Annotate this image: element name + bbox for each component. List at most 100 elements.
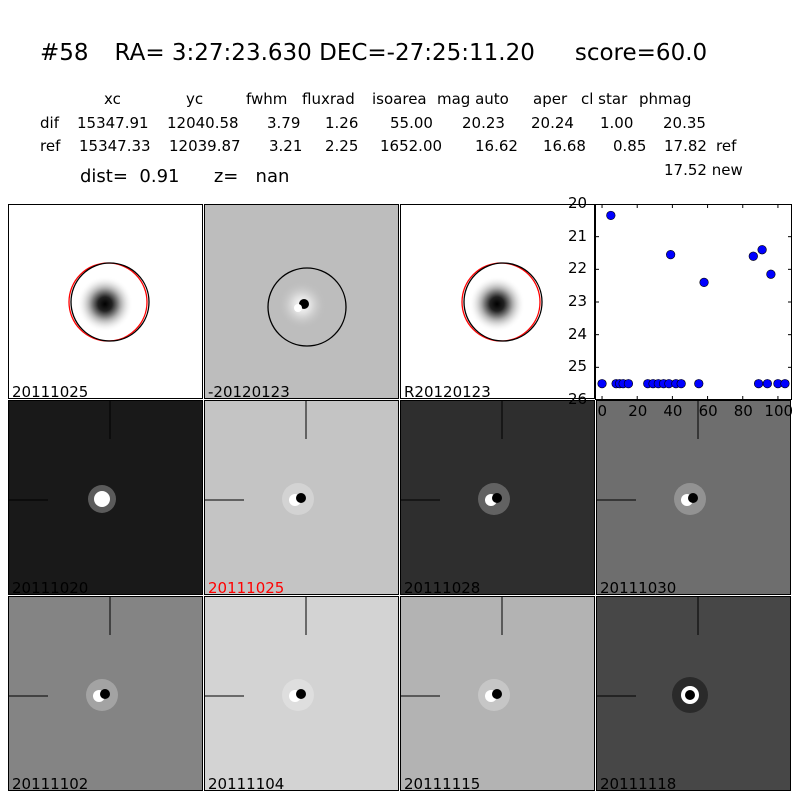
row-label: dif <box>40 114 59 132</box>
cell-xc: 15347.91 <box>77 114 149 132</box>
data-point <box>766 269 776 279</box>
y-tick-label: 26 <box>568 390 588 408</box>
data-point <box>694 379 704 389</box>
panel-date-label: 20111115 <box>404 775 481 791</box>
phmag-new: 17.52 new <box>664 161 743 179</box>
data-point <box>757 245 767 255</box>
col-fwhm: fwhm <box>246 90 288 108</box>
panel-date-label: 20111028 <box>404 579 481 595</box>
x-tick-label: 80 <box>733 402 753 420</box>
data-point <box>780 379 790 389</box>
epoch-stamp-panel: 20111030 <box>596 400 791 595</box>
cell-xc: 15347.33 <box>79 137 151 155</box>
epoch-stamp <box>401 597 510 711</box>
y-tick-label: 25 <box>568 357 588 376</box>
col-mag-auto: mag auto <box>437 90 509 108</box>
epoch-stamp-panel: 20111102 <box>8 596 203 791</box>
panel-date-label: 20111030 <box>600 579 677 595</box>
panel-date-label: 20111104 <box>208 775 285 791</box>
y-tick-label: 22 <box>568 259 588 278</box>
table-row: dif 15347.91 12040.58 3.79 1.26 55.00 20… <box>0 114 800 134</box>
col-xc: xc <box>104 90 121 108</box>
z-value: nan <box>255 166 290 187</box>
cell-cl-star: 0.85 <box>613 137 647 155</box>
cell-aper: 16.68 <box>543 137 586 155</box>
epoch-stamp <box>597 597 708 713</box>
epoch-stamp-panel: 20111118 <box>596 596 791 791</box>
data-point <box>666 250 676 260</box>
epoch-stamp <box>205 401 314 515</box>
data-point <box>753 379 764 389</box>
difference-image-panel: -20120123 <box>204 204 399 399</box>
cell-isoarea: 1652.00 <box>380 137 443 155</box>
data-point <box>606 210 616 221</box>
light-curve-chart <box>595 203 792 401</box>
epoch-stamp <box>597 401 706 515</box>
cell-suffix: ref <box>716 137 737 155</box>
template-stamp <box>461 262 543 342</box>
cell-fwhm: 3.79 <box>267 114 301 132</box>
y-tick-label: 23 <box>568 292 588 310</box>
data-point <box>623 379 634 389</box>
panel-date-label: -20120123 <box>208 383 290 399</box>
panel-date-label: 20111025 <box>12 383 89 399</box>
col-yc: yc <box>186 90 204 108</box>
distance-line: dist= 0.91 z= nan <box>80 166 289 187</box>
y-tick-label: 20 <box>568 194 588 212</box>
epoch-stamp-panel: 20111020 <box>8 400 203 595</box>
col-fluxrad: fluxrad <box>302 90 355 108</box>
panel-date-label: 20111020 <box>12 579 89 595</box>
aperture-circle-black <box>70 262 150 342</box>
ra-value: RA= 3:27:23.630 <box>114 40 312 66</box>
x-tick-label: 60 <box>698 402 718 420</box>
epoch-stamp <box>9 401 116 513</box>
cell-phmag: 20.35 <box>663 114 706 132</box>
epoch-stamp-panel: 20111025 <box>204 400 399 595</box>
template-image-panel: R20120123 <box>400 204 595 399</box>
epoch-stamp <box>9 597 118 711</box>
dist-value: 0.91 <box>139 166 180 187</box>
y-tick-label: 24 <box>568 324 588 343</box>
data-point <box>748 251 758 261</box>
x-tick-label: 0 <box>597 402 608 420</box>
cell-mag-auto: 20.23 <box>462 114 505 132</box>
difference-stamp <box>267 267 347 347</box>
x-tick-label: 40 <box>663 402 683 420</box>
cell-aper: 20.24 <box>531 114 574 132</box>
dec-value: DEC=-27:25:11.20 <box>319 40 535 66</box>
dist-label: dist= <box>80 166 128 187</box>
reference-image-panel: 20111025 <box>8 204 203 399</box>
x-tick-label: 20 <box>628 402 648 420</box>
epoch-stamp <box>205 597 314 711</box>
cell-mag-auto: 16.62 <box>475 137 518 155</box>
col-cl-star: cl star <box>581 90 628 108</box>
cell-phmag: 17.82 <box>664 137 707 155</box>
score-value: score=60.0 <box>574 40 708 66</box>
data-point <box>597 379 607 389</box>
epoch-stamp-panel: 20111028 <box>400 400 595 595</box>
col-isoarea: isoarea <box>372 90 427 108</box>
epoch-stamp <box>401 401 510 515</box>
aperture-circle <box>267 267 347 347</box>
panel-date-label: 20111102 <box>12 775 89 791</box>
plot-frame <box>595 204 792 400</box>
data-point <box>762 379 772 389</box>
table-header: xc yc fwhm fluxrad isoarea mag auto aper… <box>0 90 800 110</box>
cell-fluxrad: 1.26 <box>325 114 359 132</box>
table-row: ref 15347.33 12039.87 3.21 2.25 1652.00 … <box>0 137 800 157</box>
cell-fwhm: 3.21 <box>269 137 303 155</box>
row-label: ref <box>40 137 61 155</box>
cell-yc: 12039.87 <box>169 137 241 155</box>
panel-date-label: 20111025 <box>208 579 285 595</box>
x-tick-label: 100 <box>764 402 794 420</box>
data-point <box>676 379 686 389</box>
panel-date-label: 20111118 <box>600 775 677 791</box>
z-label: z= <box>213 166 239 187</box>
light-curve-plot <box>595 203 792 401</box>
y-tick-label: 21 <box>568 226 588 245</box>
cell-yc: 12040.58 <box>167 114 239 132</box>
cell-cl-star: 1.00 <box>600 114 634 132</box>
col-phmag: phmag <box>639 90 692 108</box>
aperture-circle-black <box>463 262 543 342</box>
panel-date-label: R20120123 <box>404 383 491 399</box>
